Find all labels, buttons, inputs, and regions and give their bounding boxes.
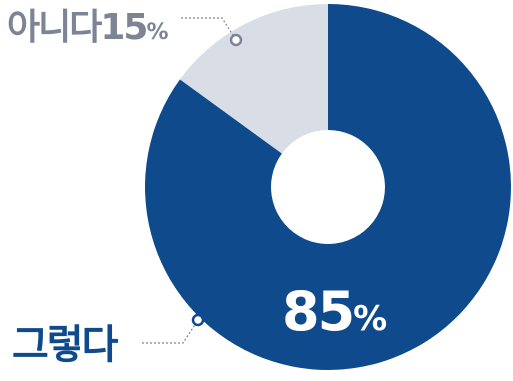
yes-label: 그렇다 (12, 322, 119, 368)
no-label-name: 아니다 (7, 7, 102, 48)
no-label-value: 15 (100, 7, 146, 48)
yes-label-name: 그렇다 (12, 322, 119, 368)
yes-leader-line (142, 319, 199, 344)
yes-value-label: 85% (282, 280, 386, 343)
yes-value-number: 85 (282, 280, 353, 343)
yes-value-unit: % (353, 299, 386, 339)
no-label-unit: % (146, 20, 168, 45)
donut-slice-no (179, 4, 328, 154)
no-leader-line (181, 17, 237, 41)
no-label: 아니다15% (7, 7, 168, 48)
no-leader-dot (229, 33, 243, 47)
yes-leader-dot (191, 313, 205, 327)
donut-slice-yes (145, 4, 511, 370)
donut-slices (145, 4, 511, 370)
